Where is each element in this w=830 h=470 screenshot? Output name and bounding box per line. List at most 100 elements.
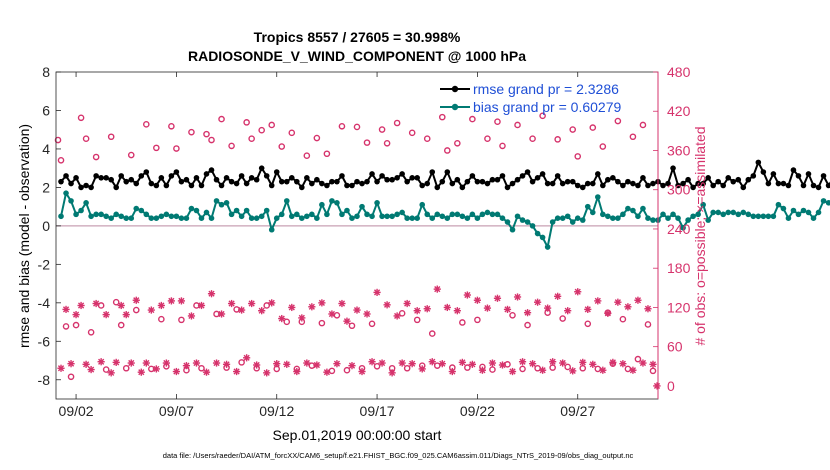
obs-possible-point	[82, 135, 90, 143]
obs-assimilated-point	[518, 358, 527, 366]
obs-possible-point	[644, 321, 652, 328]
obs-assimilated-point	[207, 290, 216, 298]
obs-assimilated-point	[328, 310, 336, 318]
rmse-point	[670, 165, 676, 171]
rmse-point	[288, 174, 295, 181]
obs-possible-point	[474, 316, 481, 324]
rmse-point	[243, 180, 250, 187]
bias-point	[268, 226, 275, 233]
rmse-point	[825, 182, 830, 189]
bias-point	[559, 215, 566, 221]
y2-tick-label: 60	[667, 339, 683, 355]
bias-point	[299, 215, 305, 221]
bias-point	[524, 219, 531, 225]
bias-point	[143, 211, 150, 218]
bias-point	[484, 209, 491, 216]
obs-assimilated-point	[162, 359, 170, 367]
bias-point	[489, 211, 496, 218]
obs-assimilated-stroke	[474, 297, 481, 304]
obs-assimilated-point	[157, 301, 165, 310]
obs-assimilated-point	[644, 305, 652, 313]
obs-assimilated-point	[308, 303, 316, 311]
obs-assimilated-point	[373, 288, 381, 296]
obs-assimilated-stroke	[429, 358, 436, 365]
obs-assimilated-stroke	[343, 318, 351, 325]
bias-point	[695, 211, 701, 218]
obs-assimilated-point	[132, 296, 140, 304]
obs-assimilated-stroke	[554, 293, 561, 300]
bias-point	[329, 198, 335, 204]
rmse-point	[720, 182, 727, 189]
obs-assimilated-stroke	[57, 365, 65, 372]
rmse-point	[283, 178, 290, 185]
rmse-point	[268, 182, 275, 189]
obs-assimilated-point	[187, 312, 196, 320]
obs-possible-point	[569, 126, 577, 133]
bias-point	[715, 209, 721, 216]
rmse-point	[584, 180, 591, 187]
bias-point	[223, 200, 230, 206]
obs-assimilated-stroke	[574, 288, 581, 295]
legend-rmse-marker	[451, 85, 459, 93]
obs-assimilated-stroke	[649, 361, 657, 368]
rmse-point	[389, 176, 395, 183]
obs-assimilated-stroke	[113, 359, 120, 366]
rmse-point	[610, 174, 616, 181]
rmse-point	[148, 180, 155, 187]
obs-assimilated-stroke	[263, 369, 270, 376]
rmse-point	[554, 173, 561, 179]
bias-point	[625, 205, 631, 212]
rmse-point	[123, 178, 130, 185]
bias-point	[584, 203, 591, 210]
rmse-point	[409, 174, 415, 181]
bias-point	[394, 211, 400, 218]
bias-point	[700, 201, 706, 208]
obs-assimilated-point	[112, 358, 120, 366]
obs-possible-point	[524, 321, 531, 329]
obs-assimilated-point	[634, 296, 642, 304]
y2-tick-label: 0	[667, 378, 675, 394]
obs-possible-point	[514, 121, 521, 129]
bias-point	[88, 213, 94, 220]
obs-assimilated-point	[549, 358, 557, 366]
obs-possible-point	[127, 151, 135, 159]
rmse-point	[203, 171, 210, 177]
x-tick-label: 09/17	[360, 403, 395, 419]
obs-assimilated-stroke	[444, 304, 451, 311]
rmse-point	[544, 180, 551, 187]
obs-possible-point	[54, 136, 62, 144]
bias-point	[133, 205, 140, 212]
obs-assimilated-stroke	[544, 304, 551, 312]
obs-assimilated-point	[408, 360, 416, 368]
obs-possible-point	[574, 153, 582, 160]
obs-possible-point	[363, 139, 371, 146]
obs-assimilated-point	[584, 305, 592, 314]
right-y-axis-label: # of obs: o=possible; ×=assimilated	[692, 126, 708, 345]
obs-assimilated-point	[503, 305, 512, 314]
obs-possible-point	[589, 124, 597, 131]
obs-assimilated-stroke	[333, 360, 341, 367]
obs-assimilated-stroke	[519, 358, 526, 365]
bias-point	[314, 215, 320, 221]
obs-assimilated-stroke	[213, 359, 220, 367]
bias-point	[459, 213, 466, 220]
bias-point	[825, 200, 830, 206]
obs-assimilated-point	[629, 366, 637, 374]
bias-point	[309, 211, 315, 218]
bias-point	[549, 219, 556, 225]
rmse-point	[735, 176, 742, 183]
legend-rmse-label: rmse grand pr = 2.3286	[473, 81, 619, 97]
obs-assimilated-point	[589, 360, 597, 368]
obs-assimilated-point	[142, 359, 150, 367]
rmse-point	[780, 180, 787, 187]
obs-assimilated-stroke	[399, 359, 406, 367]
bias-point	[800, 207, 807, 214]
bias-point	[815, 209, 822, 216]
x-tick-label: 09/02	[59, 403, 94, 419]
bias-point	[218, 201, 225, 208]
y-tick-label: 6	[42, 102, 50, 118]
obs-assimilated-stroke	[283, 361, 290, 368]
obs-assimilated-stroke	[208, 290, 215, 297]
obs-assimilated-point	[368, 358, 376, 366]
rmse-point	[364, 178, 370, 185]
